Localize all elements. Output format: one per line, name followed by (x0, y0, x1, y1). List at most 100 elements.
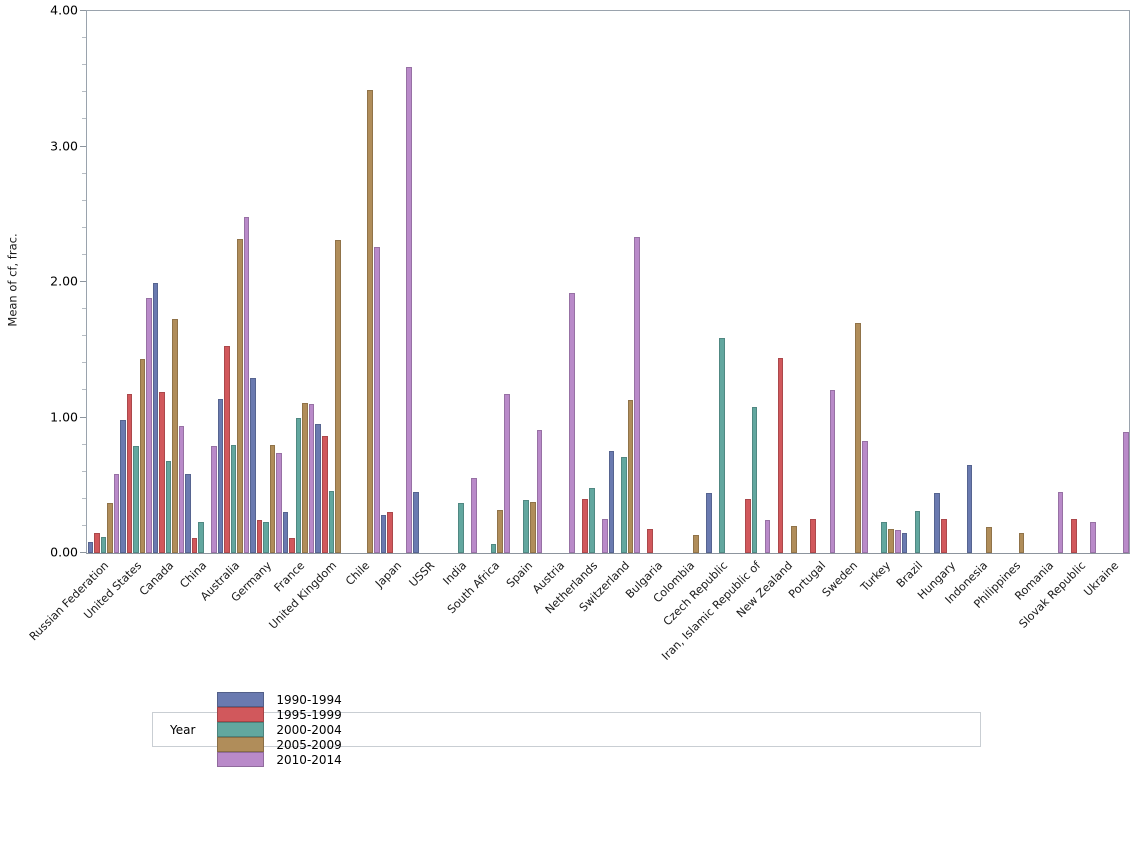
y-tick-label: 1.00 (50, 409, 78, 424)
y-tick-minor (82, 443, 86, 445)
legend-label: 2010-2014 (276, 752, 342, 767)
bar (387, 512, 393, 553)
bar-group (608, 11, 641, 553)
bar-group (282, 11, 315, 553)
bar (315, 424, 322, 553)
bar (172, 318, 178, 553)
bar (790, 525, 797, 553)
bar-group (315, 11, 348, 553)
bar (289, 538, 295, 553)
bar (263, 521, 269, 553)
legend-entry[interactable]: 1995-1999 (217, 707, 342, 722)
y-tick-minor (82, 497, 86, 499)
bar (986, 527, 992, 553)
bar-group (413, 11, 446, 553)
bar-group (706, 11, 739, 553)
legend-entry[interactable]: 2005-2009 (217, 737, 342, 752)
y-tick-minor (82, 199, 86, 201)
bar (901, 532, 908, 553)
bar-group (999, 11, 1032, 553)
y-tick-minor (82, 389, 86, 391)
bar (529, 501, 536, 553)
y-tick-minor (82, 118, 86, 120)
bar (627, 399, 634, 553)
bar (133, 445, 139, 553)
bar (191, 538, 198, 553)
bar-group (1064, 11, 1097, 553)
bar (504, 394, 510, 553)
bar (178, 425, 185, 553)
bar (328, 490, 335, 553)
bar-group (673, 11, 706, 553)
bar (230, 444, 237, 553)
bar (217, 398, 224, 553)
bar (152, 283, 159, 553)
legend-title: Year (170, 722, 196, 737)
bar (458, 502, 465, 553)
bar-group (478, 11, 511, 553)
bar (322, 436, 328, 553)
bar (282, 512, 289, 553)
bar (373, 246, 380, 553)
y-tick-minor (82, 335, 86, 337)
bar-group (641, 11, 674, 553)
bar (1018, 532, 1025, 553)
y-tick-minor (82, 308, 86, 310)
bar (490, 543, 497, 553)
bar (894, 529, 901, 553)
bar (269, 444, 276, 553)
bar (1122, 432, 1129, 553)
legend-entry[interactable]: 2000-2004 (217, 722, 342, 737)
bar (966, 464, 973, 553)
bar (888, 528, 894, 553)
bar (634, 237, 641, 553)
bar (1070, 519, 1077, 553)
bar-group (966, 11, 999, 553)
bar-group (836, 11, 869, 553)
bar (139, 359, 146, 553)
bar (198, 521, 205, 553)
y-tick-mark (80, 10, 86, 11)
bar-group (934, 11, 967, 553)
bar (302, 402, 308, 553)
y-tick-minor (82, 253, 86, 255)
bar-group (738, 11, 771, 553)
bar (237, 238, 243, 553)
bar-group (348, 11, 381, 553)
bar (855, 322, 862, 553)
bar (126, 394, 133, 553)
legend-color-swatch (217, 752, 265, 767)
legend-entry[interactable]: 1990-1994 (217, 692, 342, 707)
bar-group (250, 11, 283, 553)
legend-label: 1990-1994 (276, 692, 342, 707)
bar-group (510, 11, 543, 553)
bar (276, 452, 282, 553)
y-tick-minor (82, 172, 86, 174)
y-tick-label: 2.00 (50, 273, 78, 289)
bar (497, 509, 504, 553)
legend-entry[interactable]: 2010-2014 (217, 752, 342, 767)
bar-group (803, 11, 836, 553)
legend-color-swatch (217, 692, 265, 707)
y-tick-minor (82, 64, 86, 66)
bar (256, 520, 263, 553)
bar (777, 357, 784, 553)
y-tick-label: 4.00 (50, 2, 78, 18)
bar-group (120, 11, 153, 553)
bar-group (771, 11, 804, 553)
y-tick-minor (82, 362, 86, 364)
bar (120, 420, 126, 553)
bar (706, 493, 712, 553)
y-tick-mark (80, 145, 86, 147)
bar (107, 502, 113, 553)
legend-color-swatch (217, 722, 265, 737)
bar (224, 345, 230, 553)
y-tick-mark (80, 281, 86, 282)
bar (380, 515, 387, 553)
bar (185, 474, 191, 553)
bar-group (445, 11, 478, 553)
x-axis-labels: Russian Federation United States Canada Chi… (0, 553, 1134, 693)
bar-group (87, 11, 120, 553)
y-tick-mark (80, 416, 86, 418)
bar (159, 391, 165, 553)
